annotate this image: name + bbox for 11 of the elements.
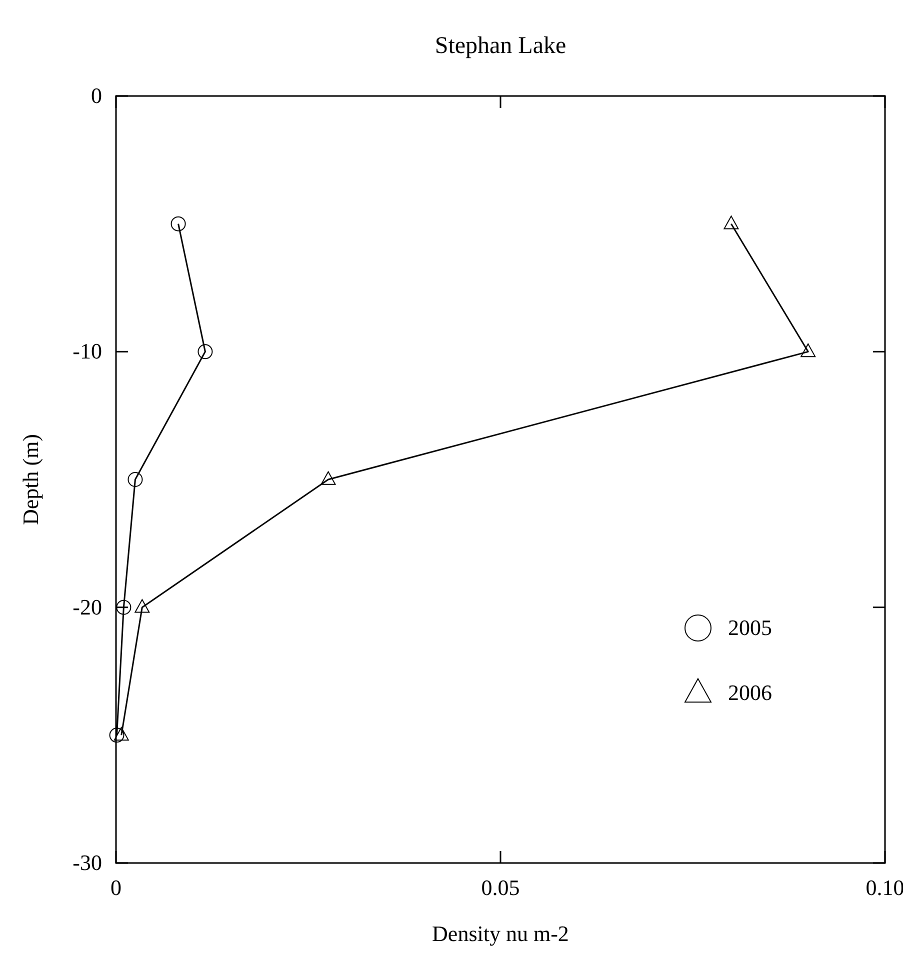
y-tick-label: -30 [72, 850, 102, 875]
y-tick-label: -20 [72, 594, 102, 620]
chart-title: Stephan Lake [434, 33, 566, 59]
y-tick-label: 0 [91, 83, 102, 108]
y-axis-title: Depth (m) [18, 434, 43, 526]
legend-label: 2006 [728, 680, 772, 705]
x-tick-label: 0 [110, 875, 122, 900]
x-axis-title: Density nu m-2 [432, 921, 569, 946]
x-tick-label: 0.05 [481, 875, 520, 900]
legend-label: 2005 [728, 615, 772, 640]
y-tick-label: -10 [72, 338, 102, 364]
